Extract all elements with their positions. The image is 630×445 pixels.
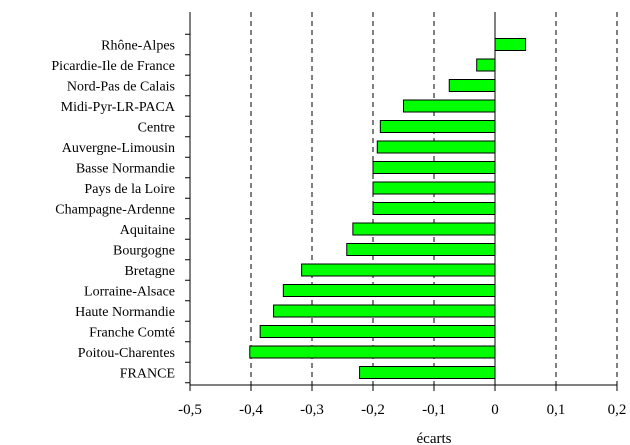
x-tick-labels: -0,5 -0,4 -0,3 -0,2 -0,1 0 0,1 0,2 bbox=[178, 402, 626, 418]
bars bbox=[249, 38, 526, 379]
category-label: Centre bbox=[138, 121, 175, 136]
x-axis-title: écarts bbox=[417, 431, 452, 445]
category-label: Bourgogne bbox=[113, 244, 175, 259]
x-tick-label: 0 bbox=[491, 402, 499, 418]
bar bbox=[301, 263, 496, 277]
category-label: Haute Normandie bbox=[75, 305, 175, 320]
bar bbox=[372, 161, 496, 174]
category-label: Bretagne bbox=[124, 264, 175, 279]
bar bbox=[282, 284, 496, 297]
bar bbox=[494, 38, 526, 51]
category-labels: Rhône-Alpes Picardie-Ile de France Nord-Pa… bbox=[51, 39, 175, 382]
bar bbox=[346, 243, 496, 256]
bar bbox=[359, 366, 496, 379]
category-label: Nord-Pas de Calais bbox=[67, 80, 175, 95]
bar bbox=[352, 222, 496, 236]
category-label: Midi-Pyr-LR-PACA bbox=[61, 100, 176, 115]
bar bbox=[379, 120, 496, 133]
category-label: Rhône-Alpes bbox=[101, 39, 175, 54]
axes bbox=[185, 12, 618, 391]
bar bbox=[249, 345, 496, 359]
bar bbox=[448, 79, 496, 92]
category-label: Pays de la Loire bbox=[84, 182, 175, 197]
category-label: Franche Comté bbox=[89, 326, 175, 341]
grid-lines bbox=[250, 12, 618, 385]
x-tick-label: 0,1 bbox=[547, 402, 566, 418]
bar bbox=[476, 58, 496, 72]
bar bbox=[372, 181, 496, 195]
x-tick-label: -0,1 bbox=[422, 402, 446, 418]
bar bbox=[259, 325, 496, 338]
category-label: Auvergne-Limousin bbox=[62, 141, 175, 156]
bar bbox=[376, 140, 496, 154]
x-tick-label: -0,5 bbox=[178, 402, 202, 418]
category-label: Champagne-Ardenne bbox=[55, 203, 175, 218]
x-tick-label: -0,2 bbox=[361, 402, 385, 418]
category-label: Lorraine-Alsace bbox=[84, 285, 175, 300]
category-label: Picardie-Ile de France bbox=[51, 59, 175, 74]
bar bbox=[273, 304, 496, 318]
x-tick-label: -0,4 bbox=[239, 402, 263, 418]
category-label: FRANCE bbox=[120, 367, 175, 382]
category-label: Basse Normandie bbox=[76, 162, 175, 177]
category-label: Aquitaine bbox=[120, 223, 175, 238]
category-label: Poitou-Charentes bbox=[78, 346, 175, 361]
bar bbox=[403, 99, 496, 113]
x-tick-label: -0,3 bbox=[300, 402, 324, 418]
x-tick-label: 0,2 bbox=[608, 402, 627, 418]
bar bbox=[372, 202, 496, 215]
